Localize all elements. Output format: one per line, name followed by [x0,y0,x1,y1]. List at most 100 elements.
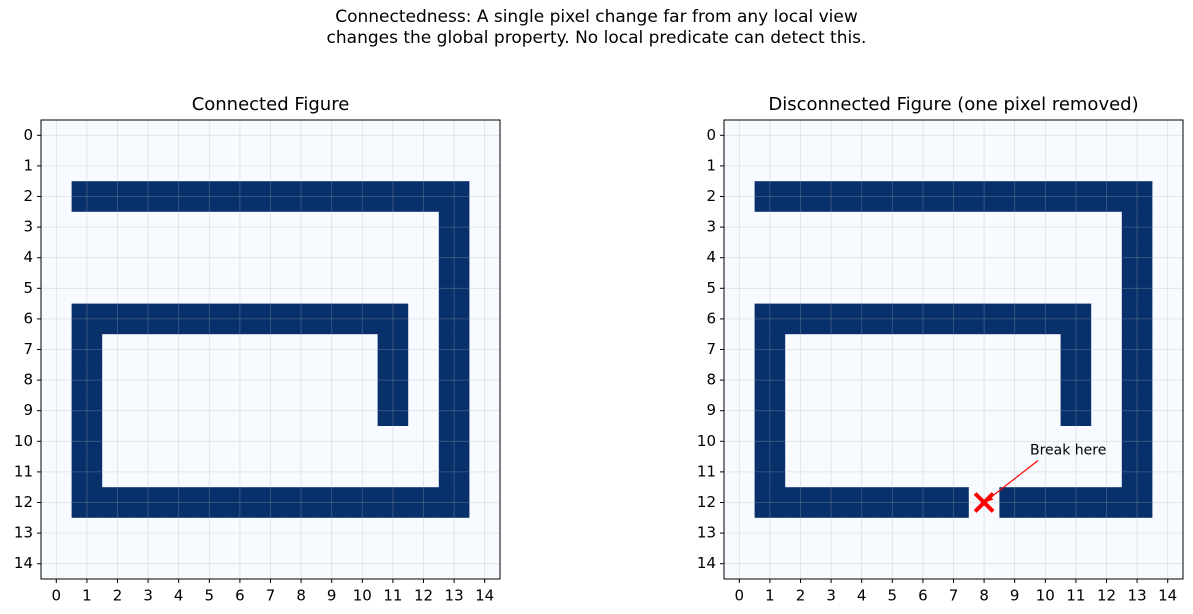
cell [347,150,379,182]
cell [877,426,909,458]
cell [724,273,756,305]
cell [438,150,470,182]
cell [1060,426,1092,458]
cell [285,364,317,396]
cell [285,242,317,274]
cell [877,548,909,580]
cell [255,426,287,458]
cell [846,181,878,213]
cell [785,150,817,182]
cell [1121,211,1153,243]
cell [877,456,909,488]
cell [1121,120,1153,152]
cell [224,273,256,305]
cell [438,395,470,427]
cell [1030,395,1062,427]
cell [1060,273,1092,305]
cell [785,364,817,396]
cell [968,120,1000,152]
cell [71,150,103,182]
cell [1060,456,1092,488]
y-tick-label: 9 [706,401,716,419]
cell [377,150,409,182]
cell [408,211,440,243]
cell [377,395,409,427]
cell [999,150,1031,182]
cell [41,395,73,427]
cell [907,364,939,396]
cell [1152,487,1184,519]
cell [724,211,756,243]
x-tick-label: 12 [1097,587,1116,605]
y-tick-label: 1 [706,156,716,174]
x-tick-label: 14 [1158,587,1177,605]
cell [347,211,379,243]
cell [1060,548,1092,580]
cell [968,211,1000,243]
cell [285,273,317,305]
cell [999,211,1031,243]
cell [285,548,317,580]
cell [938,487,970,519]
cell [41,150,73,182]
cell [438,364,470,396]
cell [1030,517,1062,549]
cell [163,487,195,519]
x-tick-label: 3 [143,587,153,605]
cell [1121,395,1153,427]
cell [316,487,348,519]
cell [285,303,317,335]
cell [469,517,501,549]
y-tick-label: 12 [14,493,33,511]
arrow-head [984,494,994,503]
cell [815,181,847,213]
cell [469,364,501,396]
y-tick-label: 6 [706,309,716,327]
cell [938,456,970,488]
cell [163,334,195,366]
cell [1152,426,1184,458]
cell [938,517,970,549]
cell [815,364,847,396]
cell [968,517,1000,549]
cell [1030,334,1062,366]
y-tick-label: 0 [23,126,33,144]
cell [1030,181,1062,213]
cell [877,364,909,396]
cell [285,150,317,182]
cell [41,303,73,335]
cell [785,487,817,519]
cell [815,211,847,243]
cell [224,334,256,366]
cell [285,120,317,152]
cell [377,487,409,519]
cell [71,120,103,152]
cell [285,211,317,243]
cell [1121,181,1153,213]
cell [1030,426,1062,458]
cell [846,242,878,274]
cell [1091,487,1123,519]
cell [999,364,1031,396]
cell [846,211,878,243]
cell [1060,487,1092,519]
y-tick-label: 1 [23,156,33,174]
cell [41,548,73,580]
cell [102,273,134,305]
cell [1030,456,1062,488]
cell [1060,120,1092,152]
cell [377,181,409,213]
cell [469,426,501,458]
cell [815,456,847,488]
cell [41,456,73,488]
cell [815,120,847,152]
cell [163,395,195,427]
cell [438,487,470,519]
y-tick-label: 8 [23,371,33,389]
x-tick-label: 5 [205,587,215,605]
cell [785,303,817,335]
cell [224,426,256,458]
cell [163,120,195,152]
cell [469,120,501,152]
cell [132,150,164,182]
